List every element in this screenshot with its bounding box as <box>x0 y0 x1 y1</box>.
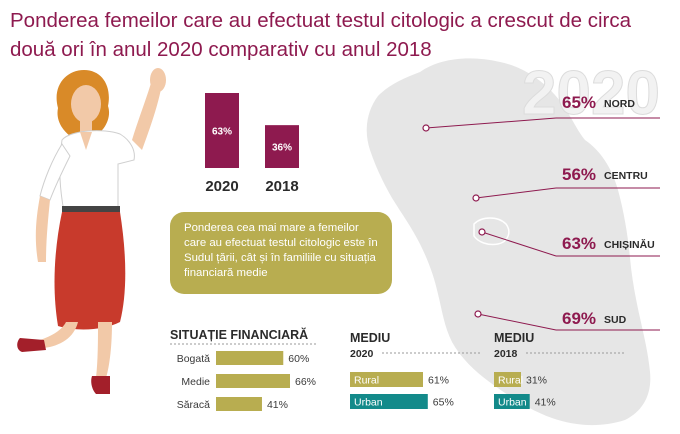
financial-category-label: Săracă <box>177 399 210 411</box>
note-bubble: Ponderea cea mai mare a femeilor care au… <box>170 212 392 294</box>
region-leader-line <box>475 187 557 199</box>
region-value: 65% <box>562 93 596 112</box>
financial-value-label: 66% <box>295 376 316 388</box>
region-leader-lines <box>425 117 660 331</box>
year-bar-value: 63% <box>212 127 232 138</box>
financial-category-label: Bogată <box>177 353 210 365</box>
env2018-category-label: Rural <box>498 375 523 387</box>
env2018-value-label: 41% <box>535 397 556 409</box>
year-bar-label: 2020 <box>205 178 238 195</box>
env2020-value-label: 65% <box>433 397 454 409</box>
region-name: CHIȘINĂU <box>604 238 655 251</box>
financial-bar <box>216 397 262 411</box>
moldova-map <box>366 58 651 426</box>
env2020-bar <box>350 394 428 409</box>
env2018-value-label: 31% <box>526 375 547 387</box>
env2018-category-label: Urban <box>498 397 527 409</box>
region-leader-line <box>481 231 557 257</box>
page-title: Ponderea femeilor care au efectuat testu… <box>10 9 632 61</box>
env2020-value-label: 61% <box>428 375 449 387</box>
year-bar <box>205 93 239 168</box>
watermark-year: 2020 <box>522 59 660 128</box>
region-dot <box>422 124 430 132</box>
env2020-category-label: Rural <box>354 375 379 387</box>
region-leader-line <box>477 313 557 331</box>
region-name: NORD <box>604 98 635 110</box>
financial-title: SITUAȚIE FINANCIARĂ <box>170 327 308 342</box>
env2020-title: MEDIU <box>350 331 390 345</box>
env2020-subtitle: 2020 <box>350 348 374 360</box>
region-dot <box>478 228 486 236</box>
chisinau-outline <box>473 217 510 246</box>
region-value: 63% <box>562 234 596 253</box>
region-value: 56% <box>562 165 596 184</box>
financial-bar <box>216 374 290 388</box>
region-name: SUD <box>604 314 627 326</box>
financial-bar <box>216 351 284 365</box>
env2020-category-label: Urban <box>354 397 383 409</box>
year-bar-label: 2018 <box>265 178 298 195</box>
woman-illustration-icon <box>17 68 166 394</box>
region-dot <box>474 310 482 318</box>
env2018-subtitle: 2018 <box>494 348 518 360</box>
financial-category-label: Medie <box>181 376 210 388</box>
region-name: CENTRU <box>604 170 648 182</box>
financial-value-label: 60% <box>288 353 309 365</box>
region-leader-line <box>425 117 557 129</box>
region-value: 69% <box>562 309 596 328</box>
region-dot <box>472 194 480 202</box>
year-bar-value: 36% <box>272 143 292 154</box>
financial-value-label: 41% <box>267 399 288 411</box>
env2018-bar <box>494 394 530 409</box>
year-bar <box>265 125 299 168</box>
env2018-title: MEDIU <box>494 331 534 345</box>
env2018-bar <box>494 372 521 387</box>
env2020-bar <box>350 372 423 387</box>
